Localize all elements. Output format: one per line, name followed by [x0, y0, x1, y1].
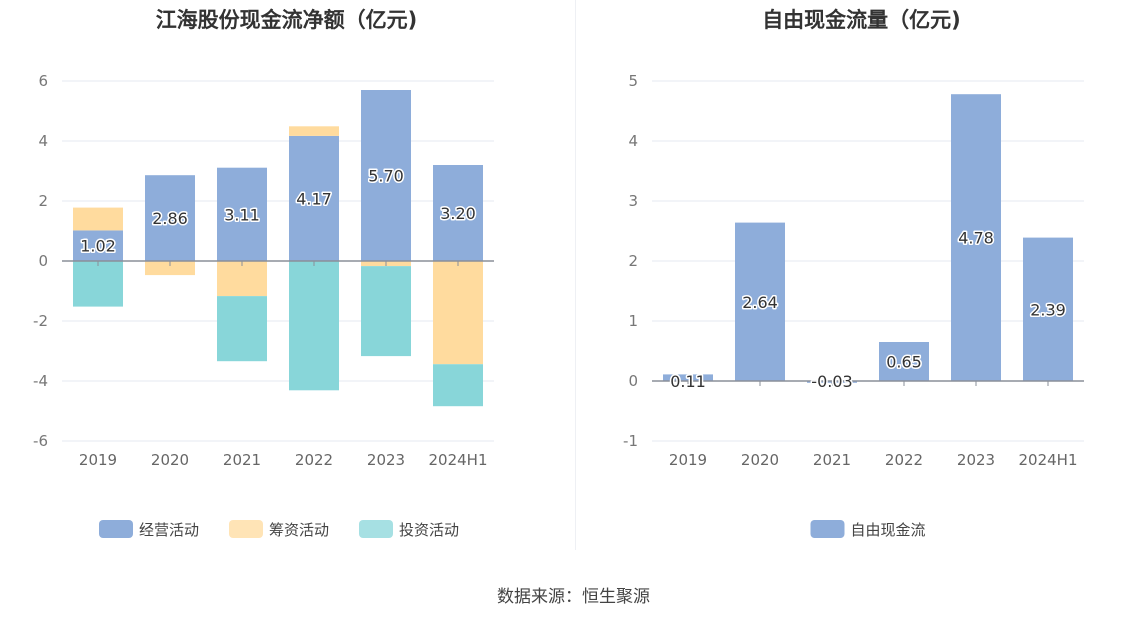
bar-筹资活动 — [433, 261, 483, 365]
data-label: 1.02 — [80, 237, 116, 256]
data-label: 5.70 — [368, 167, 404, 186]
data-label: 0.65 — [886, 353, 922, 372]
bar-自由现金流 — [879, 342, 929, 381]
y-tick-label: 5 — [628, 72, 638, 90]
x-tick-label: 2024H1 — [1019, 451, 1078, 469]
legend-label: 投资活动 — [399, 521, 459, 539]
y-tick-label: 4 — [628, 132, 638, 150]
free-cash-flow-chart: 5 4 3 2 1 0 -1 2019 2020 2021 2022 2023 2024H1 0.11 2.… — [623, 72, 1084, 539]
x-tick-label: 2022 — [295, 451, 333, 469]
y-tick-label: -2 — [33, 312, 48, 330]
legend-label: 自由现金流 — [851, 521, 926, 539]
free-cash-flow-chart-panel: 自由现金流量（亿元) 5 4 3 2 1 0 -1 2019 2020 2021 2022 2023 2… — [575, 0, 1147, 560]
y-tick-label: 3 — [628, 192, 638, 210]
data-label: -0.03 — [811, 372, 852, 391]
data-label: 4.17 — [296, 189, 332, 208]
legend-swatch — [810, 520, 845, 538]
x-tick-label: 2023 — [367, 451, 405, 469]
legend-label: 筹资活动 — [269, 521, 329, 539]
y-tick-label: 0 — [628, 372, 638, 390]
data-source-note: 数据来源：恒生聚源 — [497, 587, 650, 607]
y-tick-label: -6 — [33, 432, 48, 450]
x-tick-label: 2020 — [741, 451, 779, 469]
bar-筹资活动 — [145, 261, 195, 276]
bar-投资活动 — [217, 296, 267, 362]
data-label: 0.11 — [670, 372, 706, 391]
legend-label: 经营活动 — [139, 521, 199, 539]
x-tick-label: 2021 — [813, 451, 851, 469]
x-tick-label: 2024H1 — [429, 451, 488, 469]
x-tick-label: 2020 — [151, 451, 189, 469]
panel-divider — [575, 0, 576, 550]
x-tick-label: 2023 — [957, 451, 995, 469]
data-label: 3.11 — [224, 205, 260, 224]
bar-投资活动 — [289, 261, 339, 391]
bar-经营活动 — [433, 165, 483, 261]
bar-经营活动 — [361, 90, 411, 261]
data-label: 2.39 — [1030, 300, 1066, 319]
y-tick-label: -1 — [623, 432, 638, 450]
bar-经营活动 — [217, 167, 267, 261]
y-tick-label: 2 — [38, 192, 48, 210]
x-tick-label: 2022 — [885, 451, 923, 469]
y-tick-label: 4 — [38, 132, 48, 150]
y-tick-label: -4 — [33, 372, 48, 390]
chart-title: 江海股份现金流净额（亿元) — [155, 8, 418, 32]
bar-投资活动 — [73, 261, 123, 307]
data-label: 2.64 — [742, 293, 778, 312]
bar-筹资活动 — [73, 207, 123, 231]
y-tick-label: 0 — [38, 252, 48, 270]
bar-筹资活动 — [217, 261, 267, 297]
x-tick-label: 2021 — [223, 451, 261, 469]
x-tick-label: 2019 — [79, 451, 117, 469]
cash-flow-chart: 6 4 2 0 -2 -4 -6 2019 2020 2021 2022 2023 2024H1 1.02… — [33, 72, 494, 539]
y-tick-label: 2 — [628, 252, 638, 270]
bar-自由现金流 — [951, 94, 1001, 381]
data-label: 3.20 — [440, 204, 476, 223]
bar-筹资活动 — [289, 126, 339, 136]
legend-swatch — [229, 520, 263, 538]
bar-自由现金流 — [735, 222, 785, 381]
bar-经营活动 — [73, 230, 123, 261]
legend-swatch — [359, 520, 393, 538]
bar-投资活动 — [361, 266, 411, 357]
bar-自由现金流 — [663, 374, 713, 381]
y-tick-label: 1 — [628, 312, 638, 330]
legend-swatch — [99, 520, 133, 538]
cash-flow-chart-panel: 江海股份现金流净额（亿元) 6 4 2 0 -2 -4 -6 2019 2020 2021 2022… — [0, 0, 573, 560]
data-label: 4.78 — [958, 229, 994, 248]
y-tick-label: 6 — [38, 72, 48, 90]
bar-经营活动 — [145, 175, 195, 261]
bar-经营活动 — [289, 135, 339, 261]
bar-投资活动 — [433, 364, 483, 407]
chart-title: 自由现金流量（亿元) — [762, 8, 961, 32]
data-label: 2.86 — [152, 209, 188, 228]
x-tick-label: 2019 — [669, 451, 707, 469]
bar-自由现金流 — [1023, 237, 1073, 381]
